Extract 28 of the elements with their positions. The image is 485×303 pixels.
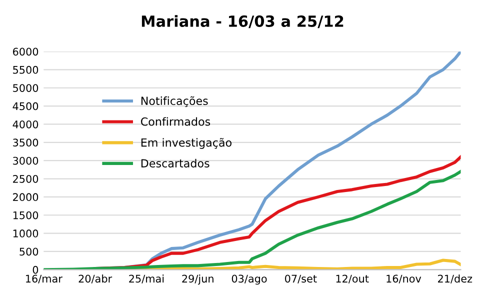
- x-tick-label: 25/mai: [129, 274, 164, 284]
- x-tick-label: 29/jun: [182, 274, 214, 285]
- x-tick-label: 20/abr: [78, 274, 112, 284]
- y-tick-label: 1500: [13, 211, 38, 220]
- legend-label: Notificações: [141, 96, 208, 108]
- chart-title: Mariana - 16/03 a 25/12: [142, 15, 344, 28]
- y-tick-label: 3000: [13, 156, 38, 165]
- y-tick-label: 5000: [13, 84, 38, 92]
- y-tick-label: 6000: [13, 48, 38, 56]
- legend-label: Em investigação: [141, 138, 232, 149]
- legend-label: Confirmados: [140, 117, 210, 126]
- y-tick-label: 4500: [12, 102, 38, 110]
- y-tick-label: 500: [20, 248, 38, 256]
- y-tick-label: 2500: [13, 174, 38, 183]
- x-tick-label: 03/ago: [232, 274, 267, 285]
- y-tick-label: 3500: [13, 138, 38, 147]
- x-tick-label: 07/set: [285, 274, 317, 284]
- y-tick-label: 1000: [13, 230, 38, 238]
- legend-label: Descartados: [141, 158, 210, 168]
- line-series: [44, 170, 461, 270]
- x-tick-label: 12/out: [336, 274, 369, 284]
- y-tick-label: 0: [32, 266, 38, 274]
- y-tick-label: 2000: [13, 193, 38, 202]
- y-tick-label: 5500: [13, 66, 38, 74]
- y-tick-label: 4000: [12, 120, 38, 128]
- x-tick-label: 16/mar: [26, 274, 62, 284]
- x-tick-label: 16/nov: [386, 274, 422, 284]
- x-tick-label: 21/dez: [438, 274, 472, 284]
